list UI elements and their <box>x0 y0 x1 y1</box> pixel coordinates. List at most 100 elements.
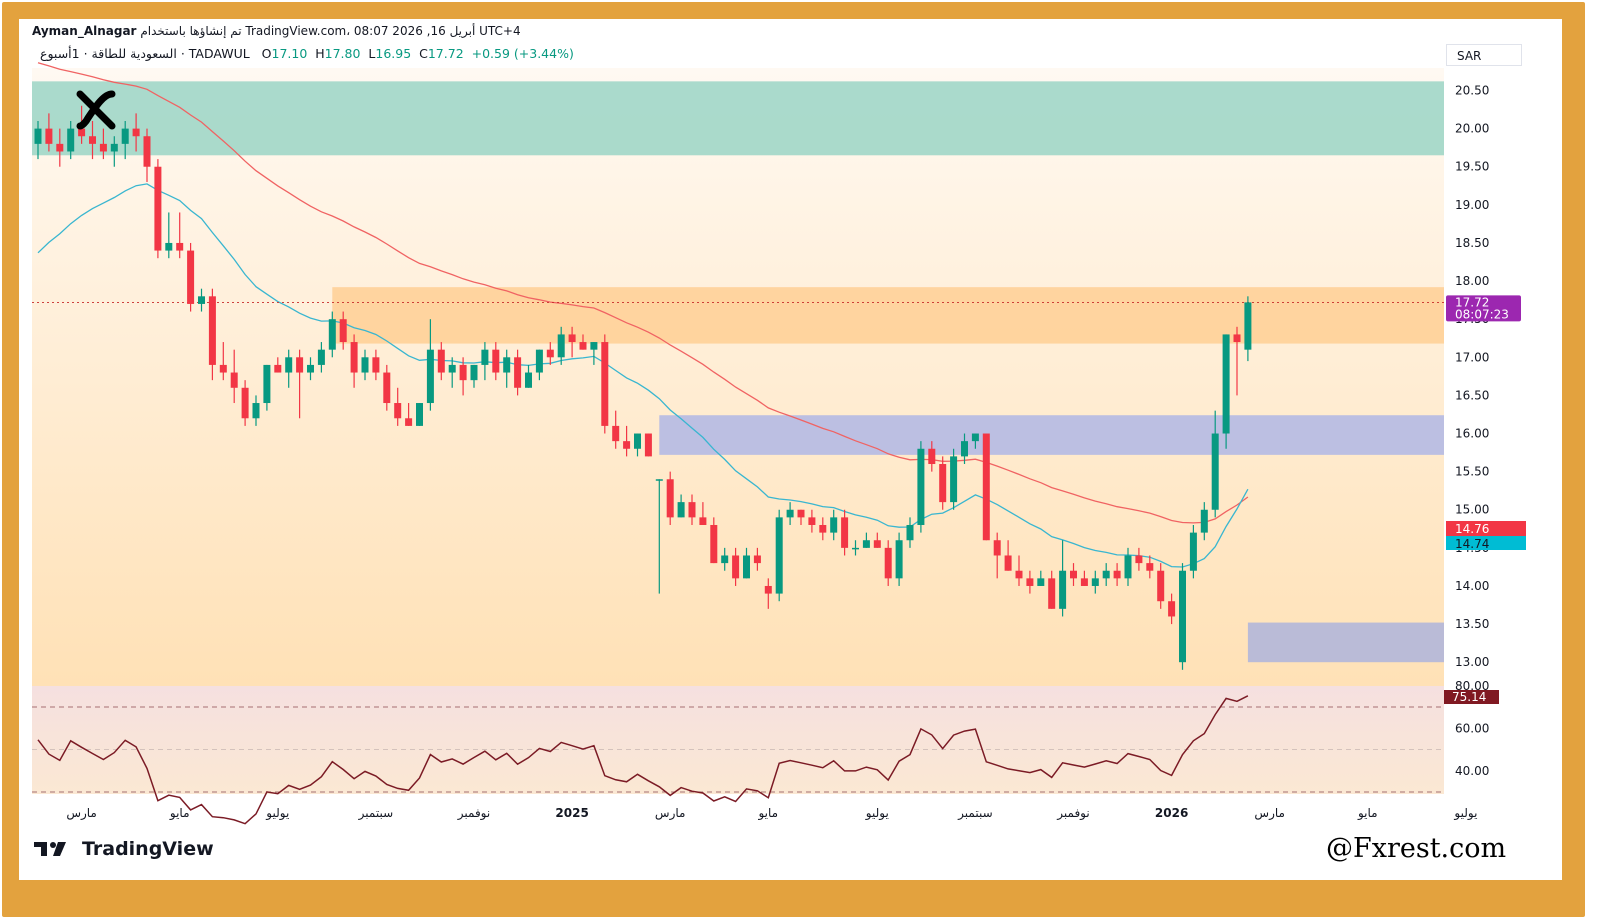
candle-body <box>993 540 1001 556</box>
candle-body <box>808 517 816 525</box>
symbol-legend[interactable]: السعودية للطاقة · 1أسبوع · TADAWUL O17.1… <box>40 46 574 61</box>
candle-body <box>405 418 413 426</box>
candle-body <box>372 357 380 373</box>
candle-body <box>34 128 42 144</box>
rsi-value: 75.14 <box>1452 690 1486 704</box>
ohlc-high-label: H <box>315 46 325 61</box>
candle-body <box>481 349 489 365</box>
candle-body <box>470 364 478 381</box>
candle-body <box>1070 570 1077 579</box>
time-tick-label: مارس <box>655 806 686 821</box>
candle-body <box>132 128 140 137</box>
candle-body <box>939 464 947 503</box>
time-axis[interactable]: مارس مايو يوليو سبتمبر نوفمبر 2025 مارس مايو يول… <box>66 806 1477 821</box>
tradingview-logo[interactable]: TradingView <box>34 838 214 860</box>
price-axis[interactable]: 13.0013.5014.0014.5015.0015.5016.0016.50… <box>1455 84 1489 670</box>
price-tick-label: 19.50 <box>1455 160 1489 174</box>
candle-body <box>121 128 129 144</box>
time-tick-label: نوفمبر <box>1056 806 1089 821</box>
candle-body <box>862 540 870 548</box>
time-tick-label: سبتمبر <box>358 806 393 821</box>
candle-body <box>1146 563 1154 571</box>
candle-body <box>56 143 64 152</box>
ohlc-close: 17.72 <box>427 46 464 61</box>
candle-body <box>383 372 391 404</box>
candle-body <box>416 403 423 426</box>
candle-body <box>601 342 609 426</box>
price-tick-label: 20.00 <box>1455 122 1489 136</box>
candle-body <box>764 585 772 594</box>
candle-body <box>928 448 936 465</box>
author-name: Ayman_Alnagar <box>32 24 137 38</box>
candle-body <box>557 334 565 358</box>
candle-body <box>448 364 456 373</box>
candle-body <box>198 296 205 304</box>
price-tick-label: 14.00 <box>1455 579 1489 593</box>
mid-zone <box>659 415 1444 455</box>
candle-body <box>350 342 358 373</box>
candle-body <box>950 456 958 503</box>
rsi-tick-label: 40.00 <box>1455 764 1489 778</box>
candle-body <box>688 502 696 518</box>
candle-body <box>1200 509 1208 533</box>
candle-body <box>666 479 674 518</box>
candle-body <box>841 517 849 548</box>
price-axis-bg <box>1444 68 1528 826</box>
time-tick-label: مايو <box>757 806 778 821</box>
currency-selector[interactable]: SAR <box>1446 44 1522 66</box>
candle-body <box>612 425 620 442</box>
time-tick-label: مارس <box>66 806 97 821</box>
price-tick-label: 15.00 <box>1455 503 1489 517</box>
time-tick-label: سبتمبر <box>957 806 992 821</box>
candle-body <box>579 342 587 350</box>
candle-body <box>339 319 347 343</box>
last-price-value: 17.72 <box>1455 295 1489 309</box>
price-tick-label: 20.50 <box>1455 84 1489 98</box>
candle-body <box>328 319 336 350</box>
candle-body <box>1222 334 1230 434</box>
candle-body <box>437 349 445 373</box>
candle-body <box>830 517 838 533</box>
ohlc-low: 16.95 <box>375 46 412 61</box>
candle-body <box>797 509 805 518</box>
candle-body <box>1113 570 1121 579</box>
candle-body <box>1135 555 1143 564</box>
candle-body <box>1037 578 1045 586</box>
candle-body <box>743 555 750 579</box>
candle-body <box>961 441 968 457</box>
candle-body <box>1168 601 1176 617</box>
ohlc-close-label: C <box>419 46 428 61</box>
last-price-countdown: 08:07:23 <box>1455 307 1509 321</box>
candle-body <box>285 357 293 373</box>
candle-body <box>187 250 195 304</box>
candle-body <box>1189 532 1197 571</box>
ohlc-change: +0.59 (+3.44%) <box>471 46 574 61</box>
candle-body <box>1091 578 1099 586</box>
candle-body <box>786 509 794 518</box>
ema-slow-line <box>37 62 1249 524</box>
rsi-pane-bg <box>32 686 1444 794</box>
ohlc-open-label: O <box>261 46 272 61</box>
candle-body <box>1157 570 1165 602</box>
price-tick-label: 13.50 <box>1455 617 1489 631</box>
time-tick-label: 2025 <box>555 806 588 820</box>
candle-body <box>361 357 369 373</box>
zones-layer <box>32 81 1444 663</box>
candle-body <box>110 143 118 152</box>
candle-body <box>492 349 500 373</box>
candle-body <box>535 349 543 373</box>
candle-body <box>143 136 151 167</box>
candle-body <box>623 441 631 449</box>
candle-body <box>78 128 86 137</box>
price-tick-label: 19.00 <box>1455 198 1489 212</box>
watermark: @Fxrest.com <box>1326 833 1507 864</box>
price-tick-label: 16.00 <box>1455 427 1489 441</box>
time-tick-label: مايو <box>169 806 190 821</box>
candle-body <box>1004 555 1012 571</box>
ohlc-open: 17.10 <box>271 46 308 61</box>
published-info: تم إنشاؤها باستخدام TradingView.com، 08:… <box>140 24 521 38</box>
rsi-tick-label: 80.00 <box>1455 679 1489 693</box>
candle-body <box>394 403 402 419</box>
candle-body <box>1026 578 1034 586</box>
